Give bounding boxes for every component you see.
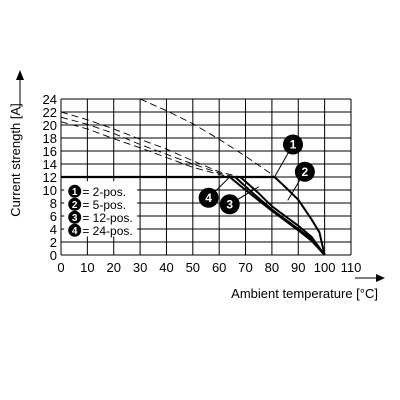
y-axis-arrow xyxy=(16,70,24,108)
y-tick-label: 0 xyxy=(50,248,57,263)
x-tick-label: 70 xyxy=(238,260,252,275)
legend-marker-number: 1 xyxy=(72,187,78,198)
legend-label: = 12-pos. xyxy=(82,211,132,225)
callout-number: 1 xyxy=(290,138,297,152)
x-axis-title: Ambient temperature [°C] xyxy=(231,286,378,301)
x-tick-label: 40 xyxy=(159,260,173,275)
legend: 1 = 2-pos. 2 = 5-pos. 3 = 12-pos. 4 = 24-pos. xyxy=(64,181,137,238)
derating-curves xyxy=(229,176,326,256)
legend-marker-2 xyxy=(68,197,82,211)
y-tick-label: 22 xyxy=(43,105,57,120)
dashed-curves xyxy=(60,98,275,178)
y-tick-label: 14 xyxy=(43,157,57,172)
dashed-curve-1 xyxy=(139,98,275,178)
legend-marker-number: 4 xyxy=(72,226,78,237)
x-axis-arrow xyxy=(355,274,385,282)
callout-marker-1 xyxy=(283,134,303,155)
derating-curve-3 xyxy=(234,176,326,256)
y-tick-label: 12 xyxy=(43,170,57,185)
y-axis-title: Current strength [A] xyxy=(8,103,23,216)
callout-marker-2 xyxy=(294,161,315,182)
y-tick-label: 6 xyxy=(50,209,57,224)
tick-labels: 0 10 20 30 40 50 60 70 80 90 100 110024681012141618… xyxy=(43,92,362,275)
dashed-curve-2 xyxy=(60,111,241,178)
y-tick-label: 24 xyxy=(43,92,57,107)
y-tick-label: 4 xyxy=(50,222,57,237)
legend-label: = 5-pos. xyxy=(82,198,126,212)
legend-marker-number: 3 xyxy=(72,213,78,224)
x-tick-label: 110 xyxy=(341,260,362,275)
x-tick-label: 60 xyxy=(212,260,226,275)
legend-marker-1 xyxy=(68,184,82,198)
x-tick-label: 80 xyxy=(265,260,279,275)
legend-marker-4 xyxy=(68,223,82,237)
legend-label: = 24-pos. xyxy=(82,224,132,238)
callout-marker-4 xyxy=(198,187,219,208)
y-tick-label: 2 xyxy=(50,235,57,250)
legend-label: = 2-pos. xyxy=(82,185,126,199)
callout-number: 4 xyxy=(205,191,212,205)
x-tick-label: 0 xyxy=(57,260,64,275)
callouts: 12 34 xyxy=(198,134,315,215)
x-tick-label: 100 xyxy=(314,260,336,275)
x-tick-label: 20 xyxy=(106,260,120,275)
derating-curve-4 xyxy=(229,176,326,256)
y-tick-label: 20 xyxy=(43,118,57,133)
callout-number: 2 xyxy=(302,165,309,179)
y-tick-label: 16 xyxy=(43,144,57,159)
y-tick-label: 10 xyxy=(43,183,57,198)
legend-marker-3 xyxy=(68,210,82,224)
derating-curve-2 xyxy=(239,176,326,256)
derating-curve-1 xyxy=(273,176,326,256)
legend-marker-number: 2 xyxy=(72,200,78,211)
x-tick-label: 30 xyxy=(133,260,147,275)
callout-number: 3 xyxy=(226,197,233,211)
callout-marker-3 xyxy=(219,194,240,215)
x-tick-label: 90 xyxy=(291,260,305,275)
y-tick-label: 18 xyxy=(43,131,57,146)
y-tick-label: 8 xyxy=(50,196,57,211)
x-tick-label: 50 xyxy=(186,260,200,275)
x-tick-label: 10 xyxy=(80,260,94,275)
